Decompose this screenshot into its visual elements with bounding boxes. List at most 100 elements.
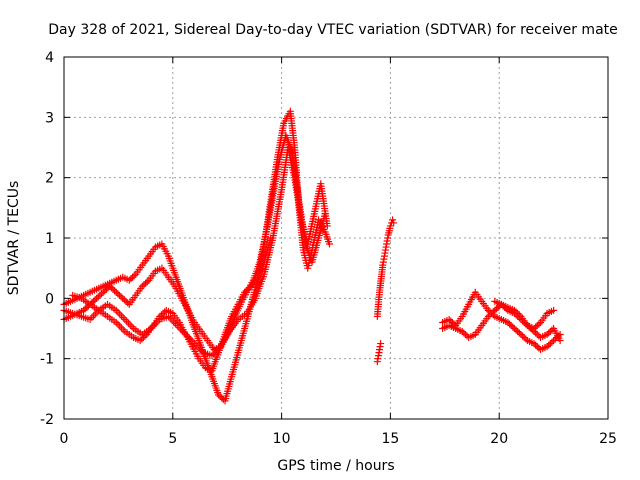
data-point xyxy=(543,331,551,339)
data-point xyxy=(126,321,134,329)
data-point xyxy=(141,332,149,340)
data-point xyxy=(486,311,494,319)
y-tick-label: 2 xyxy=(45,171,54,187)
data-point xyxy=(488,309,496,317)
data-point xyxy=(127,275,135,283)
data-point xyxy=(242,287,250,295)
data-point xyxy=(120,296,128,304)
data-point xyxy=(543,343,551,351)
data-point xyxy=(102,285,110,293)
data-point xyxy=(530,325,538,332)
data-point xyxy=(123,317,131,325)
data-point xyxy=(142,279,150,287)
data-point xyxy=(507,321,515,329)
data-point xyxy=(517,315,525,323)
data-point xyxy=(124,319,132,327)
series-track-f xyxy=(373,340,385,366)
data-point xyxy=(517,331,525,339)
data-point xyxy=(377,340,385,348)
x-tick-label: 25 xyxy=(599,431,617,447)
x-axis-label: GPS time / hours xyxy=(277,458,394,474)
y-tick-label: 1 xyxy=(45,231,54,247)
data-point xyxy=(461,331,469,339)
data-point xyxy=(512,311,520,319)
y-tick-label: 3 xyxy=(45,110,54,126)
data-point xyxy=(157,311,165,319)
data-point xyxy=(497,300,505,308)
data-point xyxy=(390,219,398,227)
data-point xyxy=(514,312,522,320)
data-point xyxy=(116,310,124,318)
data-point xyxy=(244,285,252,293)
data-point xyxy=(546,328,554,336)
data-point xyxy=(458,328,466,336)
data-point xyxy=(522,320,530,328)
data-point xyxy=(121,315,129,323)
data-point xyxy=(325,240,333,248)
data-point xyxy=(138,335,146,343)
data-point xyxy=(119,326,127,334)
data-point xyxy=(139,334,147,342)
data-point xyxy=(533,331,541,339)
data-point xyxy=(501,303,509,311)
data-point xyxy=(114,290,122,298)
data-point xyxy=(548,338,556,346)
data-point xyxy=(515,329,523,337)
data-point xyxy=(546,340,554,348)
ticks-layer: 0 5 10 15 20 25 -2 -1 0 1 2 3 4 xyxy=(40,50,617,447)
data-point xyxy=(535,320,543,328)
data-point xyxy=(111,287,119,295)
data-point xyxy=(530,340,538,348)
data-point xyxy=(138,282,146,290)
data-marks xyxy=(60,107,564,405)
data-point xyxy=(136,337,144,345)
data-point xyxy=(114,308,122,316)
y-tick-label: 0 xyxy=(45,291,54,307)
data-point xyxy=(491,306,499,314)
data-point xyxy=(93,294,101,302)
data-point xyxy=(109,285,117,293)
data-point xyxy=(112,288,120,296)
data-point xyxy=(119,294,127,302)
x-tick-label: 15 xyxy=(381,431,399,447)
data-point xyxy=(556,337,564,345)
series-track-d xyxy=(69,234,275,375)
data-point xyxy=(143,278,151,286)
data-point xyxy=(514,328,522,336)
data-point xyxy=(506,320,514,328)
data-point xyxy=(445,315,453,323)
data-point xyxy=(81,305,89,313)
data-point xyxy=(550,337,558,345)
data-point xyxy=(115,291,123,299)
data-point xyxy=(91,296,99,304)
data-point xyxy=(533,343,541,351)
series-track-g xyxy=(439,288,564,354)
series-track-i xyxy=(491,297,558,332)
data-point xyxy=(124,299,132,307)
data-point xyxy=(83,303,91,311)
data-point xyxy=(101,287,109,295)
data-point xyxy=(502,305,510,313)
data-point xyxy=(519,332,527,340)
data-point xyxy=(119,314,127,322)
grid-layer xyxy=(64,57,608,419)
data-point xyxy=(460,329,468,337)
data-point xyxy=(522,335,530,343)
data-point xyxy=(89,297,97,305)
chart-title: Day 328 of 2021, Sidereal Day-to-day VTE… xyxy=(48,22,618,38)
y-tick-label: -1 xyxy=(40,352,54,368)
data-point xyxy=(545,329,553,337)
data-point xyxy=(545,341,553,349)
data-point xyxy=(520,318,528,326)
data-point xyxy=(125,276,133,284)
data-point xyxy=(504,318,512,326)
data-point xyxy=(519,317,527,325)
data-point xyxy=(484,312,492,320)
data-point xyxy=(107,284,115,292)
data-point xyxy=(216,392,224,400)
data-point xyxy=(156,312,164,320)
x-tick-label: 5 xyxy=(168,431,177,447)
data-point xyxy=(117,324,125,332)
data-point xyxy=(214,391,222,399)
data-point xyxy=(509,323,517,331)
